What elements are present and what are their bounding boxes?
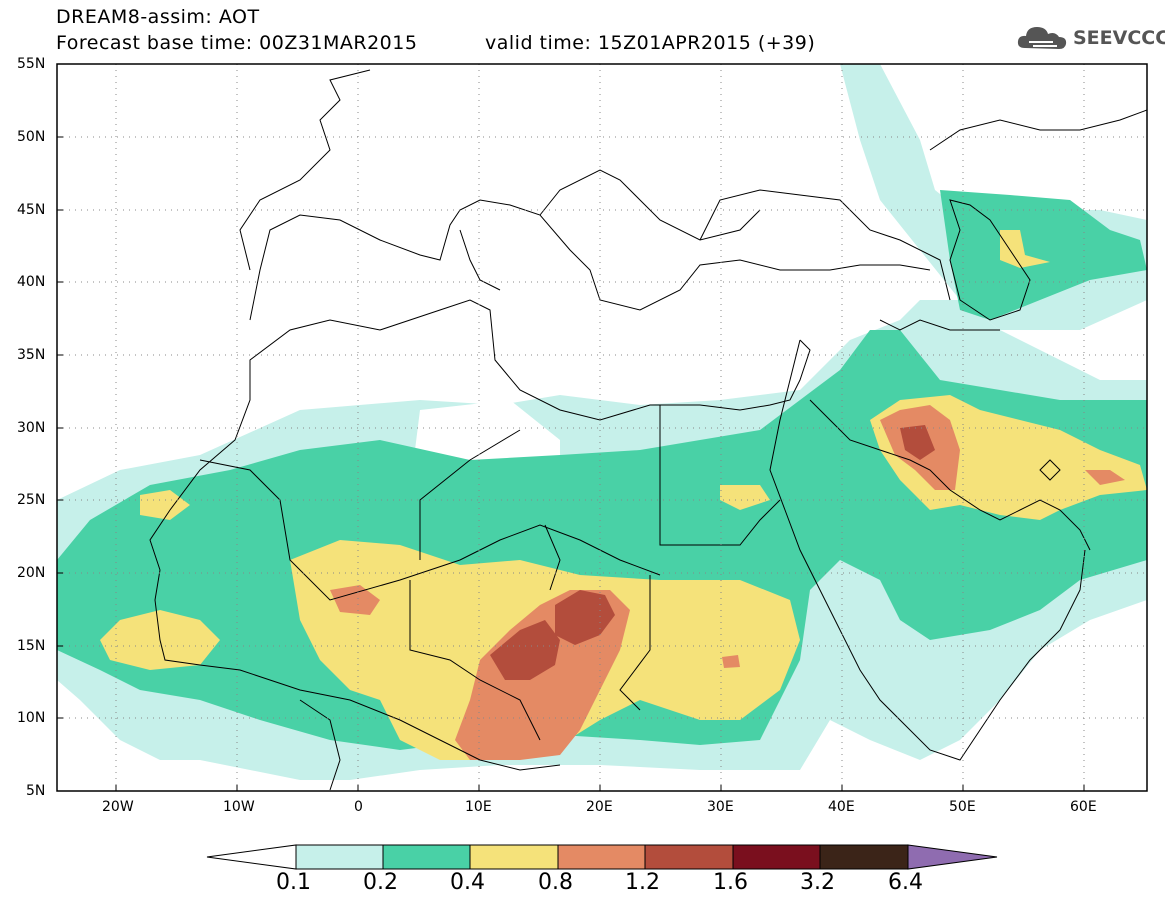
colorbar-bin-5 <box>644 844 734 870</box>
lon-label-20w: 20W <box>102 799 134 815</box>
lon-label-0: 0 <box>354 799 363 815</box>
lat-label-55n: 55N <box>17 56 46 72</box>
lat-label-20n: 20N <box>17 565 46 581</box>
lon-label-50e: 50E <box>949 799 976 815</box>
lat-label-50n: 50N <box>17 129 46 145</box>
lon-label-60e: 60E <box>1070 799 1097 815</box>
colorbar-label-1-2: 1.2 <box>625 870 660 895</box>
colorbar-over-triangle <box>907 844 998 870</box>
cloud-icon <box>1017 27 1067 49</box>
lon-label-10e: 10E <box>465 799 492 815</box>
colorbar-label-0-8: 0.8 <box>538 870 573 895</box>
colorbar-label-1-6: 1.6 <box>713 870 748 895</box>
colorbar <box>206 844 998 870</box>
colorbar-bin-6 <box>732 844 821 870</box>
lat-label-35n: 35N <box>17 347 46 363</box>
lon-label-10w: 10W <box>223 799 255 815</box>
lat-label-25n: 25N <box>17 492 46 508</box>
lat-label-10n: 10N <box>17 710 46 726</box>
lat-label-30n: 30N <box>17 420 46 436</box>
colorbar-under-triangle <box>206 844 297 870</box>
lon-label-40e: 40E <box>828 799 855 815</box>
colorbar-label-6-4: 6.4 <box>888 870 923 895</box>
colorbar-bin-1 <box>295 844 384 870</box>
colorbar-bin-2 <box>382 844 471 870</box>
colorbar-bin-7 <box>819 844 909 870</box>
lat-label-40n: 40N <box>17 274 46 290</box>
lat-label-45n: 45N <box>17 202 46 218</box>
colorbar-bin-3 <box>469 844 559 870</box>
colorbar-label-0-2: 0.2 <box>363 870 398 895</box>
coastlines <box>149 69 1147 791</box>
aot-fill-layer <box>57 64 1147 780</box>
forecast-base-time: Forecast base time: 00Z31MAR2015 <box>56 32 418 54</box>
seevccc-logo: SEEVCCC <box>1015 22 1165 54</box>
colorbar-label-3-2: 3.2 <box>800 870 835 895</box>
logo-text: SEEVCCC <box>1073 27 1165 49</box>
colorbar-label-0-1: 0.1 <box>276 870 311 895</box>
valid-time: valid time: 15Z01APR2015 (+39) <box>485 32 816 54</box>
lon-label-20e: 20E <box>586 799 613 815</box>
lat-label-15n: 15N <box>17 638 46 654</box>
colorbar-bin-4 <box>557 844 646 870</box>
lat-label-5n: 5N <box>26 783 46 799</box>
tick-marks <box>57 63 1085 791</box>
colorbar-label-0-4: 0.4 <box>450 870 485 895</box>
lon-label-30e: 30E <box>707 799 734 815</box>
map-title: DREAM8-assim: AOT <box>56 6 260 28</box>
